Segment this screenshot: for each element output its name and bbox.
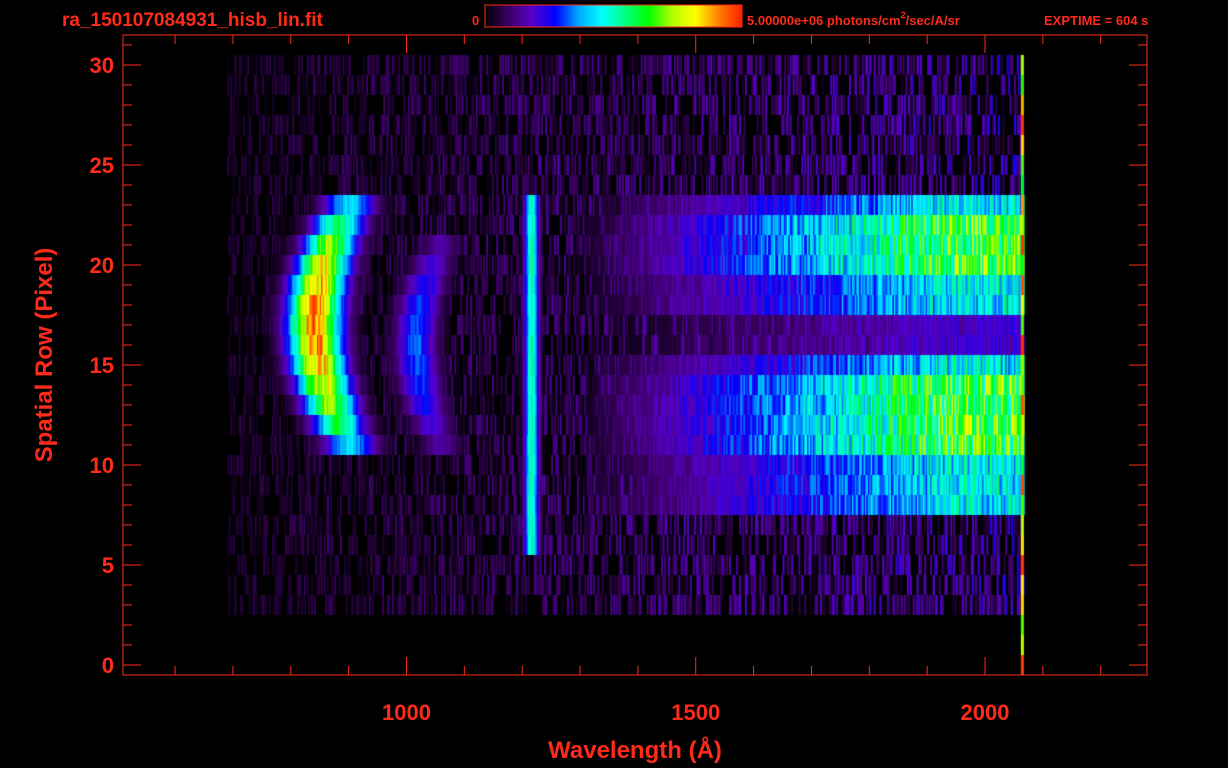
axis-ticks [123,35,1147,675]
y-axis-label: Spatial Row (Pixel) [31,248,58,463]
y-tick-label: 10 [90,453,114,478]
file-title: ra_150107084931_hisb_lin.fit [62,10,324,31]
tick-labels: 1000 1500 2000 0 5 10 15 20 25 30 [90,53,1010,725]
x-axis-label: Wavelength (Å) [548,736,722,764]
x-tick-label: 2000 [961,700,1010,725]
colorbar-min-label: 0 [472,13,479,28]
spectral-image [123,35,1147,675]
colorbar [484,4,743,28]
plot-frame [122,34,1148,676]
y-tick-label: 20 [90,253,114,278]
exptime-label: EXPTIME = 604 s [1044,13,1148,28]
x-tick-label: 1500 [671,700,720,725]
y-tick-label: 15 [90,353,114,378]
y-tick-label: 5 [102,553,114,578]
y-tick-label: 25 [90,153,114,178]
colorbar-max-label: 5.00000e+06 photons/cm2/sec/A/sr [747,10,960,28]
y-tick-label: 0 [102,653,114,678]
y-tick-label: 30 [90,53,114,78]
x-tick-label: 1000 [382,700,431,725]
